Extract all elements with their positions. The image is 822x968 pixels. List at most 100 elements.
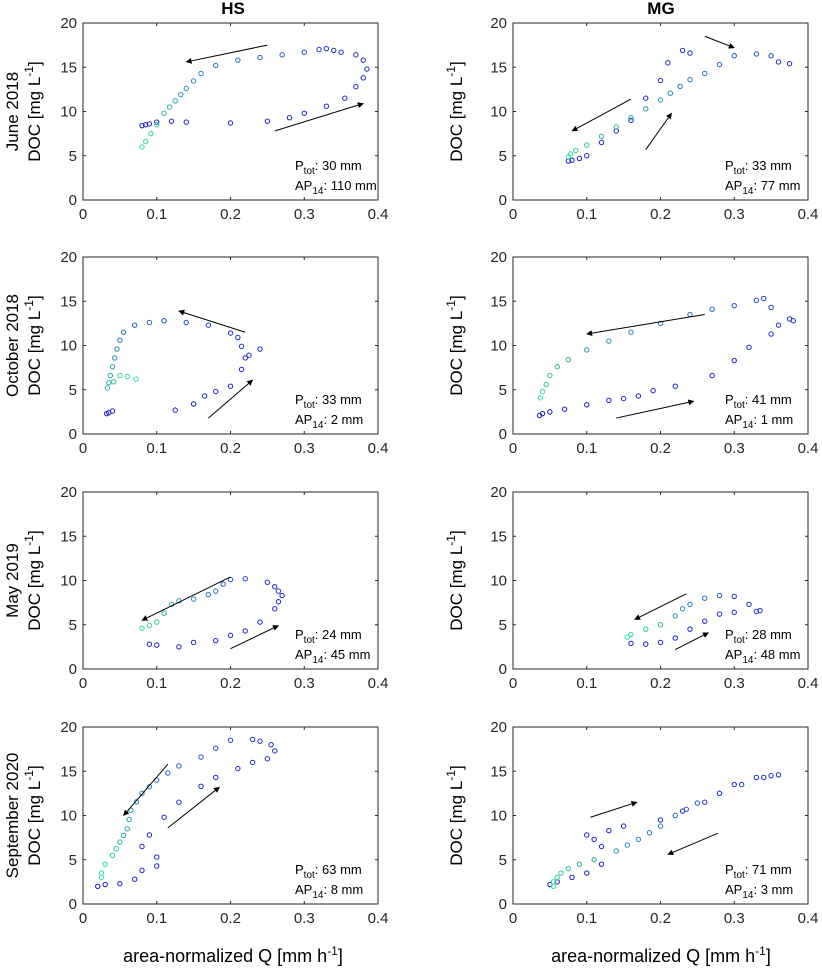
data-point-falling xyxy=(537,395,543,401)
data-point-falling xyxy=(124,373,130,380)
panel-r0-c1: 0 0.1 0.2 0.3 0.4 0 5 10 15 20 DOC [mg L-1] Ptot: 3… xyxy=(444,15,818,223)
data-point-rising xyxy=(183,119,189,125)
data-point-falling xyxy=(657,823,664,829)
data-point-rising xyxy=(190,401,197,407)
data-point-rising xyxy=(716,611,723,617)
x-tick-label: 0.3 xyxy=(724,440,745,457)
data-point-falling xyxy=(154,619,160,625)
x-tick-label: 0.1 xyxy=(576,440,597,457)
data-point-rising xyxy=(650,387,656,394)
x-tick-label: 0.3 xyxy=(294,910,315,927)
data-point-rising xyxy=(146,641,153,647)
data-point-rising xyxy=(338,49,344,55)
data-point-falling xyxy=(183,85,189,92)
data-point-falling xyxy=(598,133,605,139)
data-point-rising xyxy=(342,95,348,101)
data-point-rising xyxy=(257,619,263,625)
y-tick-label: 20 xyxy=(60,249,77,266)
data-point-rising xyxy=(584,870,590,876)
data-point-rising xyxy=(687,626,693,632)
data-point-rising xyxy=(672,383,678,389)
data-point-falling xyxy=(142,138,149,145)
data-point-falling xyxy=(683,806,690,813)
y-tick-label: 15 xyxy=(60,293,77,310)
panel-r3-c0: 0 0.1 0.2 0.3 0.4 0 5 10 15 20 September 2020 DOC [… xyxy=(3,719,388,927)
data-point-rising xyxy=(275,588,282,594)
x-tick-label: 0.4 xyxy=(368,675,389,692)
data-point-rising xyxy=(561,406,568,412)
hysteresis-arrow xyxy=(616,399,695,419)
x-tick-label: 0.1 xyxy=(576,675,597,692)
data-point-falling xyxy=(120,329,127,335)
data-point-falling xyxy=(716,61,723,68)
data-point-falling xyxy=(624,634,631,640)
data-point-rising xyxy=(272,606,278,612)
data-point-rising xyxy=(286,114,293,121)
x-tick-label: 0.3 xyxy=(294,206,315,223)
ap14-annotation: AP14: 1 mm xyxy=(725,412,793,431)
x-tick-label: 0.4 xyxy=(368,910,389,927)
hysteresis-arrow xyxy=(141,576,231,621)
data-point-falling xyxy=(120,832,127,839)
data-point-falling xyxy=(565,865,572,872)
x-tick-label: 0 xyxy=(79,675,87,692)
x-tick-label: 0.2 xyxy=(650,440,671,457)
y-tick-label: 5 xyxy=(69,382,77,399)
data-point-falling xyxy=(687,601,693,608)
y-tick-label: 10 xyxy=(60,808,77,825)
y-tick-label: 0 xyxy=(499,896,507,913)
axes-box xyxy=(512,256,809,435)
x-tick-label: 0.2 xyxy=(650,675,671,692)
x-tick-label: 0.1 xyxy=(576,206,597,223)
data-point-falling xyxy=(584,142,590,148)
y-tick-label: 5 xyxy=(499,852,507,869)
data-point-rising xyxy=(598,843,605,850)
data-point-rising xyxy=(620,823,627,829)
data-point-falling xyxy=(183,319,189,326)
hysteresis-arrow xyxy=(208,379,254,419)
x-tick-label: 0.4 xyxy=(798,910,819,927)
y-tick-label: 0 xyxy=(69,426,77,443)
data-point-falling xyxy=(635,836,642,843)
data-point-rising xyxy=(235,765,241,772)
data-point-falling xyxy=(768,53,774,59)
data-point-falling xyxy=(550,883,557,889)
y-tick-label: 0 xyxy=(69,896,77,913)
data-point-falling xyxy=(572,147,579,154)
x-tick-label: 0.2 xyxy=(650,910,671,927)
x-tick-label: 0.4 xyxy=(798,206,819,223)
data-point-falling xyxy=(166,104,173,110)
data-point-falling xyxy=(133,799,140,805)
p-tot-annotation: Ptot: 71 mm xyxy=(725,862,792,881)
data-point-falling xyxy=(731,302,737,309)
data-point-rising xyxy=(154,854,160,860)
data-point-falling xyxy=(257,54,263,61)
data-point-falling xyxy=(106,379,112,386)
data-point-rising xyxy=(643,641,649,647)
data-point-falling xyxy=(565,356,572,363)
data-point-falling xyxy=(124,826,130,832)
p-tot-annotation: Ptot: 30 mm xyxy=(295,158,362,177)
data-point-falling xyxy=(131,322,138,328)
data-point-rising xyxy=(161,814,167,820)
y-tick-label: 15 xyxy=(490,293,507,310)
data-point-rising xyxy=(643,95,649,101)
x-tick-label: 0.2 xyxy=(650,206,671,223)
data-point-rising xyxy=(753,608,760,615)
data-point-rising xyxy=(657,817,664,823)
data-point-falling xyxy=(257,738,263,744)
data-point-rising xyxy=(360,75,366,81)
data-point-rising xyxy=(95,883,101,889)
data-point-falling xyxy=(249,736,256,743)
data-point-falling xyxy=(613,848,619,854)
data-point-rising xyxy=(249,759,256,766)
y-tick-label: 5 xyxy=(499,148,507,165)
data-point-falling xyxy=(110,379,117,385)
data-point-rising xyxy=(731,357,737,364)
data-point-rising xyxy=(198,783,204,789)
data-point-rising xyxy=(665,60,671,66)
x-tick-label: 0.2 xyxy=(220,440,241,457)
data-point-falling xyxy=(264,579,271,585)
data-point-rising xyxy=(242,355,248,361)
data-point-rising xyxy=(275,599,282,605)
